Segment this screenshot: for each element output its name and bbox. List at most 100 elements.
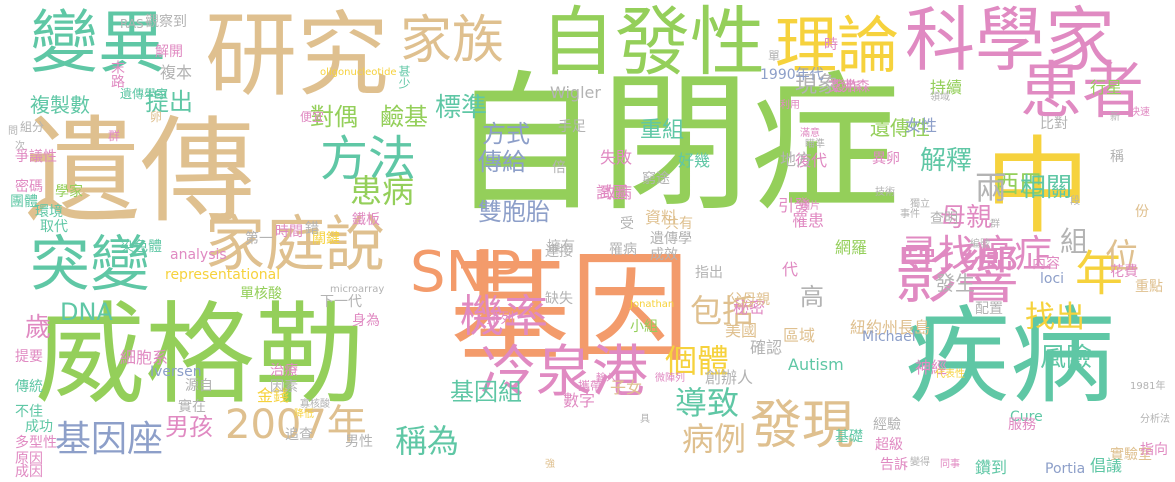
cloud-word-56: 組 bbox=[1060, 225, 1089, 258]
cloud-word-71: 關鍵 bbox=[312, 231, 340, 247]
cloud-word-142: 異卵 bbox=[872, 151, 900, 167]
cloud-word-87: 資料 bbox=[645, 208, 678, 227]
cloud-word-143: 女性 bbox=[905, 116, 938, 135]
cloud-word-96: 秘密 bbox=[733, 298, 766, 317]
cloud-word-150: 發作 bbox=[832, 79, 860, 95]
cloud-word-33: 對偶 bbox=[310, 103, 358, 131]
cloud-word-134: 指向 bbox=[1140, 442, 1168, 458]
cloud-word-106: 子女 bbox=[610, 378, 643, 397]
cloud-word-177: 單 bbox=[768, 49, 781, 63]
cloud-word-25: 患病 bbox=[350, 172, 415, 210]
cloud-word-162: 卵 bbox=[150, 110, 163, 124]
cloud-word-94: 成效 bbox=[650, 247, 678, 263]
cloud-word-jonathan: Jonathan bbox=[630, 299, 675, 310]
cloud-word-45: 兩 bbox=[975, 169, 1008, 207]
cloud-word-194: 群 bbox=[990, 219, 1000, 230]
cloud-word-48: 風險 bbox=[1040, 343, 1093, 373]
cloud-word-157: 窮途 bbox=[642, 171, 670, 187]
cloud-word-109: 男性 bbox=[345, 434, 373, 450]
cloud-word-74: 第一 bbox=[245, 231, 273, 247]
cloud-word-78: 排列 bbox=[486, 311, 514, 327]
cloud-word-133: 服務 bbox=[1008, 417, 1036, 433]
cloud-word-7: 自發性 bbox=[540, 0, 766, 86]
cloud-word-47: 位 bbox=[1105, 237, 1139, 277]
cloud-word-microarray: microarray bbox=[330, 284, 385, 295]
cloud-word-60: 觀察到 bbox=[145, 14, 187, 30]
cloud-word-154: 份 bbox=[1135, 204, 1149, 220]
cloud-word-portia: Portia bbox=[1045, 461, 1086, 477]
cloud-word-196: 獨立 bbox=[910, 199, 930, 210]
cloud-word-110: 源自 bbox=[185, 378, 213, 394]
cloud-word-112: 實在 bbox=[178, 399, 206, 415]
cloud-word-128: 告訴 bbox=[880, 457, 908, 473]
cloud-word-141: 好幾 bbox=[678, 151, 711, 170]
cloud-word-16: 突變 bbox=[30, 230, 150, 300]
cloud-word-62: 末路 bbox=[109, 60, 125, 88]
cloud-word-11: 患者 bbox=[1020, 54, 1145, 127]
cloud-word-1990: 1990年代 bbox=[760, 67, 824, 83]
cloud-word-125: 倡議 bbox=[1090, 456, 1123, 475]
cloud-word-53: 複製數 bbox=[30, 93, 90, 117]
cloud-word-88: 受 bbox=[620, 216, 634, 232]
cloud-word-136: 代 bbox=[782, 260, 799, 279]
cloud-word-12: 影響 bbox=[895, 239, 1020, 312]
cloud-word-43: 相關 bbox=[1020, 173, 1073, 203]
cloud-word-122: 提要 bbox=[15, 349, 43, 365]
cloud-word-138: 罹患 bbox=[792, 211, 825, 230]
cloud-word-ras: RAS bbox=[120, 17, 144, 31]
cloud-word-137: 引發 bbox=[778, 196, 811, 215]
cloud-word-82: 手足 bbox=[558, 119, 586, 135]
cloud-word-99: 確認 bbox=[750, 338, 783, 357]
cloud-word-86: 試圖 bbox=[596, 183, 629, 202]
cloud-word-3: 威格勒 bbox=[35, 291, 365, 419]
cloud-word-118: 成功 bbox=[25, 419, 53, 435]
cloud-word-146: 內容 bbox=[1032, 256, 1060, 272]
cloud-word-55: 發生 bbox=[935, 271, 975, 295]
cloud-word-analysis: analysis bbox=[170, 247, 227, 263]
cloud-word-26: 包括 bbox=[690, 292, 755, 330]
cloud-word-64: 密碼 bbox=[15, 179, 43, 195]
cloud-word-1: 遺傳 bbox=[25, 105, 256, 239]
cloud-word-iversen: Iversen bbox=[150, 364, 202, 380]
cloud-word-152: 比對 bbox=[1040, 116, 1068, 132]
cloud-word-57: 持續 bbox=[930, 78, 963, 97]
cloud-word-35: 方式 bbox=[482, 120, 530, 148]
cloud-word-19: 方法 bbox=[320, 131, 417, 187]
cloud-word-90: 連接 bbox=[545, 244, 573, 260]
cloud-word-83: 倍 bbox=[552, 160, 566, 176]
cloud-word-117: 不佳 bbox=[15, 404, 43, 420]
cloud-word-119: 多型性 bbox=[15, 435, 57, 451]
cloud-word-76: 下一代 bbox=[320, 294, 362, 310]
cloud-word-195: 編號 bbox=[970, 239, 990, 250]
cloud-word-173: 同事 bbox=[940, 459, 960, 470]
cloud-word-180: 快速 bbox=[1130, 107, 1150, 118]
cloud-word-52: 男孩 bbox=[165, 413, 213, 441]
cloud-word-31: 標準 bbox=[435, 93, 488, 123]
cloud-word-164: 群 bbox=[108, 129, 121, 143]
cloud-word-129: 超級 bbox=[875, 437, 903, 453]
cloud-word-70: 時間 bbox=[275, 224, 303, 240]
cloud-word-68: 取代 bbox=[40, 219, 68, 235]
cloud-word-79: 小組 bbox=[630, 319, 658, 335]
cloud-word-80: 缺失 bbox=[545, 291, 573, 307]
cloud-word-28: 稱為 bbox=[395, 422, 460, 460]
cloud-word-178: 利用 bbox=[780, 100, 800, 111]
cloud-word-105: 創辦人 bbox=[705, 368, 754, 387]
cloud-word-65: 團體 bbox=[10, 194, 38, 210]
cloud-word-4: 研究 bbox=[205, 2, 390, 109]
cloud-word-69: 染色體 bbox=[120, 239, 162, 255]
cloud-word-163: 組分 bbox=[20, 120, 45, 134]
cloud-word-151: 時 bbox=[824, 37, 838, 53]
cloud-word-153: 稱 bbox=[1110, 149, 1124, 165]
cloud-word-27: 個體 bbox=[665, 342, 730, 380]
cloud-word-loci: loci bbox=[1040, 271, 1065, 287]
cloud-word-174: 變得 bbox=[910, 457, 930, 468]
cloud-word-40: 遺傳性 bbox=[870, 116, 930, 140]
cloud-word-1981: 1981年 bbox=[1130, 381, 1166, 392]
cloud-word-93: 遺傳學 bbox=[650, 231, 692, 247]
cloud-word-42: 西巴 bbox=[995, 170, 1043, 198]
cloud-word-192: 段 bbox=[1070, 196, 1080, 207]
cloud-word-135: 網羅 bbox=[835, 238, 868, 257]
cloud-word-190: 技術 bbox=[875, 187, 895, 198]
cloud-word-77: 身為 bbox=[352, 313, 380, 329]
